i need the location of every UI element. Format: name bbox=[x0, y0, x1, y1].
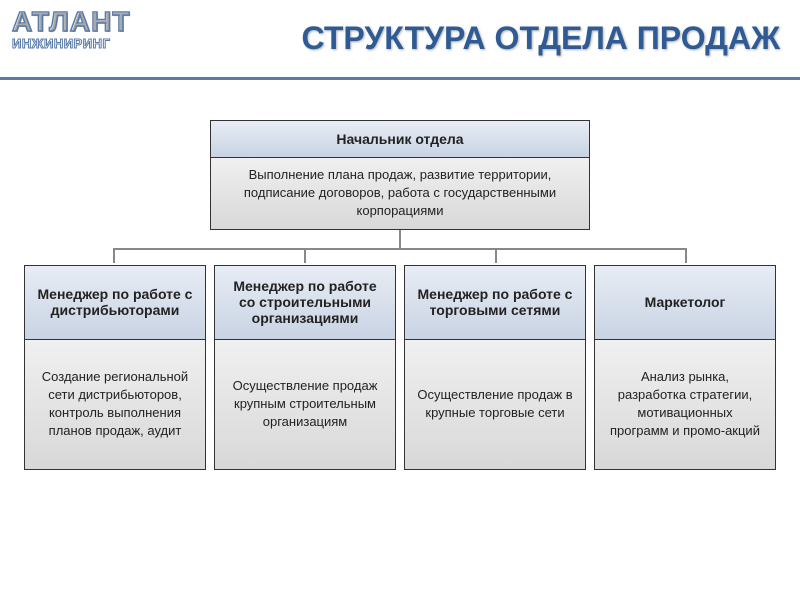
org-top-title: Начальник отдела bbox=[210, 120, 590, 158]
org-child-title: Менеджер по работе с торговыми сетями bbox=[404, 265, 586, 340]
org-top-desc: Выполнение плана продаж, развитие террит… bbox=[210, 158, 590, 230]
connector-vertical bbox=[399, 230, 401, 248]
connector-drop bbox=[113, 248, 115, 263]
page-title: СТРУКТУРА ОТДЕЛА ПРОДАЖ bbox=[302, 20, 780, 57]
logo-sub-text: ИНЖИНИРИНГ bbox=[12, 36, 130, 51]
connector-drop bbox=[304, 248, 306, 263]
org-child-node: Менеджер по работе со строительными орга… bbox=[214, 265, 396, 470]
org-child-node: Менеджер по работе с дистрибьюторами Соз… bbox=[24, 265, 206, 470]
connector-drop bbox=[495, 248, 497, 263]
logo: АТЛАНТ ИНЖИНИРИНГ bbox=[12, 8, 130, 51]
org-child-title: Менеджер по работе со строительными орга… bbox=[214, 265, 396, 340]
org-top-node: Начальник отдела Выполнение плана продаж… bbox=[210, 120, 590, 230]
org-child-desc: Осуществление продаж крупным строительны… bbox=[214, 340, 396, 470]
org-child-desc: Осуществление продаж в крупные торговые … bbox=[404, 340, 586, 470]
org-child-title: Менеджер по работе с дистрибьюторами bbox=[24, 265, 206, 340]
org-chart: Начальник отдела Выполнение плана продаж… bbox=[0, 80, 800, 490]
org-children-row: Менеджер по работе с дистрибьюторами Соз… bbox=[20, 265, 780, 470]
connector-drop bbox=[685, 248, 687, 263]
logo-main-text: АТЛАНТ bbox=[12, 8, 130, 36]
org-child-node: Маркетолог Анализ рынка, разработка стра… bbox=[594, 265, 776, 470]
org-child-node: Менеджер по работе с торговыми сетями Ос… bbox=[404, 265, 586, 470]
org-child-desc: Создание региональной сети дистрибьюторо… bbox=[24, 340, 206, 470]
org-child-title: Маркетолог bbox=[594, 265, 776, 340]
header: АТЛАНТ ИНЖИНИРИНГ СТРУКТУРА ОТДЕЛА ПРОДА… bbox=[0, 0, 800, 80]
connector-horizontal bbox=[113, 248, 687, 250]
org-child-desc: Анализ рынка, разработка стратегии, моти… bbox=[594, 340, 776, 470]
